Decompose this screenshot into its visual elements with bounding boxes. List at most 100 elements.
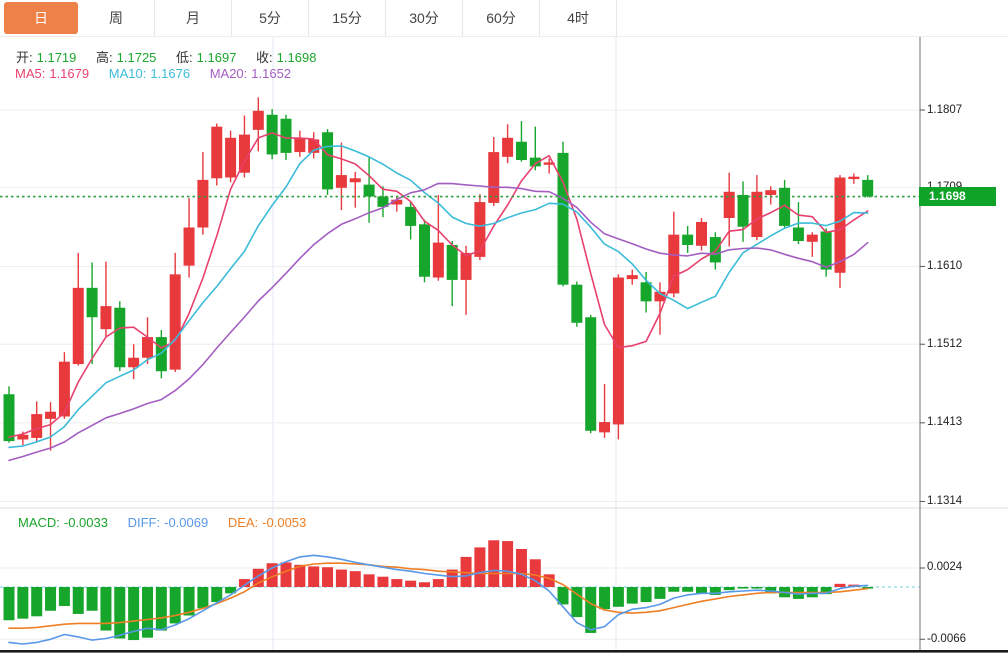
macd-bar bbox=[709, 587, 721, 595]
ma20-line bbox=[8, 182, 869, 462]
candle bbox=[654, 291, 666, 302]
tab-5min[interactable]: 5分 bbox=[232, 0, 309, 36]
macd-bar bbox=[419, 582, 430, 587]
ma10-line bbox=[8, 145, 869, 449]
low-value: 1.1697 bbox=[196, 50, 237, 65]
candle bbox=[405, 206, 417, 226]
candle bbox=[432, 242, 444, 278]
candle bbox=[515, 141, 527, 161]
candle bbox=[626, 275, 638, 280]
macd-bar bbox=[626, 587, 638, 604]
macd-bar bbox=[405, 580, 417, 587]
candle bbox=[377, 196, 389, 207]
macd-bar bbox=[751, 587, 763, 589]
candle bbox=[612, 277, 624, 425]
candle bbox=[834, 177, 846, 273]
candle bbox=[58, 361, 70, 417]
close-label: 收: bbox=[256, 50, 273, 65]
candle bbox=[640, 282, 652, 302]
macd-bar bbox=[668, 587, 680, 592]
current-price-badge: 1.1698 bbox=[919, 187, 996, 207]
macd-bar bbox=[363, 574, 375, 587]
macd-bar bbox=[834, 583, 846, 587]
ohlc-legend: 开: 1.1719 高: 1.1725 低: 1.1697 收: 1.1698 bbox=[16, 47, 332, 66]
candle bbox=[155, 337, 167, 372]
ma10-label: MA10: bbox=[108, 66, 147, 81]
tab-60min[interactable]: 60分 bbox=[463, 0, 540, 36]
candle bbox=[446, 244, 458, 280]
macd-bar bbox=[640, 587, 652, 603]
ma5-value: 1.1679 bbox=[49, 66, 90, 81]
tab-30min[interactable]: 30分 bbox=[386, 0, 463, 36]
macd-bar bbox=[335, 569, 347, 587]
candle bbox=[17, 434, 29, 440]
macd-bar bbox=[682, 587, 694, 592]
dea-line bbox=[8, 562, 869, 630]
candle bbox=[128, 357, 140, 368]
ma-legend: MA5: 1.1679 MA10: 1.1676 MA20: 1.1652 bbox=[15, 66, 307, 81]
macd-bar bbox=[349, 571, 361, 587]
candle bbox=[252, 110, 264, 130]
low-label: 低: bbox=[176, 50, 193, 65]
diff-value: -0.0069 bbox=[164, 515, 209, 530]
high-label: 高: bbox=[96, 50, 113, 65]
macd-bar bbox=[280, 562, 292, 587]
open-value: 1.1719 bbox=[36, 50, 77, 65]
tab-4hour[interactable]: 4时 bbox=[540, 0, 617, 36]
candle bbox=[488, 152, 500, 203]
price-axis-label: 1.1610 bbox=[927, 259, 963, 272]
macd-bar bbox=[294, 564, 306, 587]
candle bbox=[820, 231, 832, 270]
candle bbox=[86, 287, 98, 318]
candle bbox=[72, 287, 84, 365]
candle bbox=[682, 234, 694, 245]
candle bbox=[169, 274, 181, 370]
tab-week[interactable]: 周 bbox=[78, 0, 155, 36]
macd-axis-label: -0.0066 bbox=[927, 632, 967, 645]
macd-axis-label: 0.0024 bbox=[927, 561, 963, 574]
candle bbox=[322, 132, 334, 190]
candle bbox=[709, 237, 721, 263]
candle bbox=[599, 422, 611, 433]
price-axis-label: 1.1512 bbox=[927, 337, 963, 350]
tab-month[interactable]: 月 bbox=[155, 0, 232, 36]
macd-bar bbox=[308, 566, 320, 587]
macd-bar bbox=[543, 574, 555, 587]
macd-bar bbox=[169, 587, 181, 624]
candle bbox=[280, 118, 292, 153]
macd-bar bbox=[474, 547, 486, 587]
candle bbox=[543, 162, 555, 165]
macd-bar bbox=[557, 587, 569, 605]
macd-bar bbox=[58, 587, 70, 607]
price-axis-label: 1.1807 bbox=[927, 103, 963, 116]
candle bbox=[266, 114, 278, 155]
macd-bar bbox=[723, 587, 735, 591]
macd-bar bbox=[654, 587, 666, 599]
candle bbox=[238, 134, 250, 173]
macd-bar bbox=[432, 579, 444, 587]
macd-bar bbox=[571, 587, 583, 618]
candle bbox=[806, 234, 818, 242]
ma10-value: 1.1676 bbox=[150, 66, 191, 81]
tab-15min[interactable]: 15分 bbox=[309, 0, 386, 36]
candle bbox=[100, 306, 112, 330]
diff-label: DIFF: bbox=[127, 515, 161, 530]
candle bbox=[211, 126, 223, 179]
candle bbox=[848, 176, 860, 180]
candle bbox=[294, 137, 306, 153]
macd-bar bbox=[211, 587, 223, 603]
macd-bar bbox=[238, 579, 250, 587]
macd-bar bbox=[585, 587, 597, 633]
candle bbox=[31, 414, 43, 438]
dea-value: -0.0053 bbox=[262, 515, 307, 530]
macd-bar bbox=[502, 541, 514, 587]
diff-line bbox=[8, 554, 869, 645]
tab-day[interactable]: 日 bbox=[4, 2, 78, 34]
macd-bar bbox=[765, 587, 777, 594]
macd-label: MACD: bbox=[18, 515, 60, 530]
macd-bar bbox=[377, 576, 389, 587]
macd-bar bbox=[45, 587, 57, 611]
macd-bar bbox=[155, 587, 167, 631]
